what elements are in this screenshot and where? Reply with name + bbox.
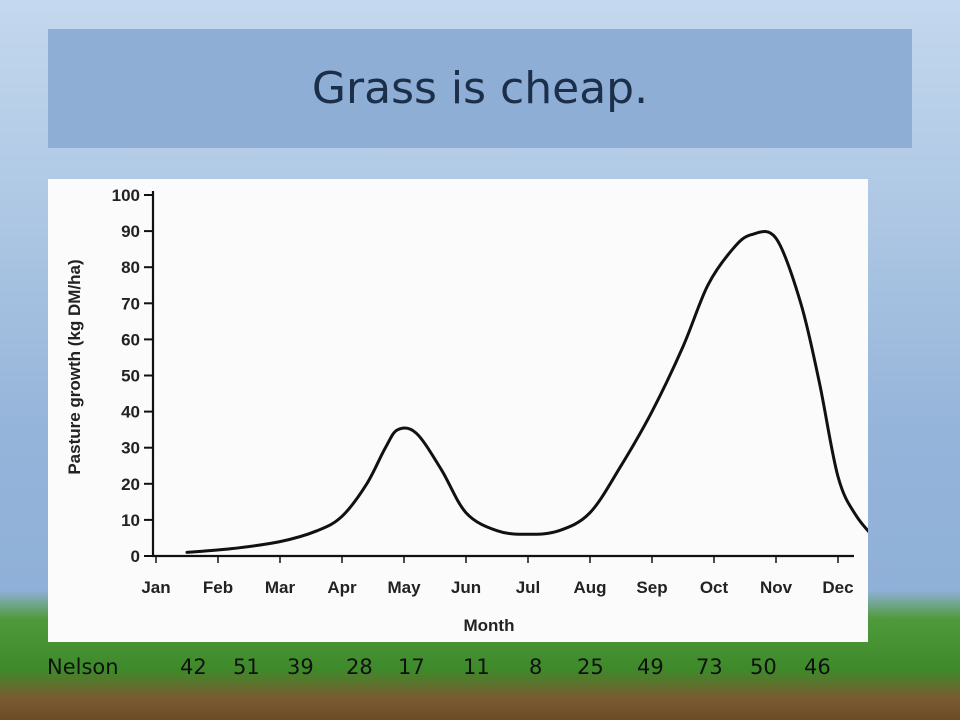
y-tick-label: 40	[121, 403, 140, 422]
nelson-value-nov: 50	[750, 655, 777, 679]
y-tick-label: 50	[121, 367, 140, 386]
nelson-value-jun: 11	[463, 655, 490, 679]
y-tick-label: 0	[131, 547, 140, 566]
nelson-value-feb: 51	[233, 655, 260, 679]
y-tick-label: 30	[121, 439, 140, 458]
y-tick-label: 80	[121, 258, 140, 277]
x-ticks: Jan Feb Mar Apr May Jun Jul Aug Sep Oct Nov Dec	[141, 556, 854, 597]
x-tick-label-sep: Sep	[636, 578, 667, 597]
nelson-value-oct: 73	[696, 655, 723, 679]
y-tick-label: 60	[121, 330, 140, 349]
nelson-value-may: 17	[398, 655, 425, 679]
y-tick-label: 10	[121, 511, 140, 530]
pasture-growth-line	[185, 230, 868, 554]
x-tick-label-aug: Aug	[573, 578, 606, 597]
pasture-growth-chart: 0 10 20 30 40 50 60 70 80 90 100 Jan Feb Mar Apr May Ju…	[48, 179, 868, 642]
slide-title: Grass is cheap.	[311, 63, 649, 114]
title-banner: Grass is cheap.	[48, 29, 912, 148]
y-tick-label: 100	[112, 186, 140, 205]
nelson-label: Nelson	[47, 655, 119, 679]
x-tick-label-may: May	[387, 578, 421, 597]
x-tick-label-oct: Oct	[700, 578, 729, 597]
chart-svg: 0 10 20 30 40 50 60 70 80 90 100 Jan Feb Mar Apr May Ju…	[65, 186, 868, 635]
y-tick-label: 70	[121, 294, 140, 313]
x-tick-label-jun: Jun	[451, 578, 481, 597]
x-tick-label-apr: Apr	[327, 578, 357, 597]
x-tick-label-mar: Mar	[265, 578, 296, 597]
nelson-value-jan: 42	[180, 655, 207, 679]
x-tick-label-feb: Feb	[203, 578, 233, 597]
x-tick-label-jan: Jan	[141, 578, 170, 597]
nelson-value-jul: 8	[529, 655, 543, 679]
x-tick-label-dec: Dec	[822, 578, 853, 597]
nelson-growth-row: Nelson 42 51 39 28 17 11 8 25 49 73 50 46	[47, 655, 877, 685]
nelson-value-aug: 25	[577, 655, 604, 679]
y-axis-title: Pasture growth (kg DM/ha)	[65, 259, 84, 474]
y-tick-label: 20	[121, 475, 140, 494]
x-tick-label-nov: Nov	[760, 578, 793, 597]
x-tick-label-jul: Jul	[516, 578, 541, 597]
x-axis-title: Month	[464, 616, 515, 635]
nelson-value-apr: 28	[346, 655, 373, 679]
nelson-value-dec: 46	[804, 655, 831, 679]
nelson-value-sep: 49	[637, 655, 664, 679]
y-tick-label: 90	[121, 222, 140, 241]
nelson-value-mar: 39	[287, 655, 314, 679]
y-ticks: 0 10 20 30 40 50 60 70 80 90 100	[112, 186, 153, 566]
